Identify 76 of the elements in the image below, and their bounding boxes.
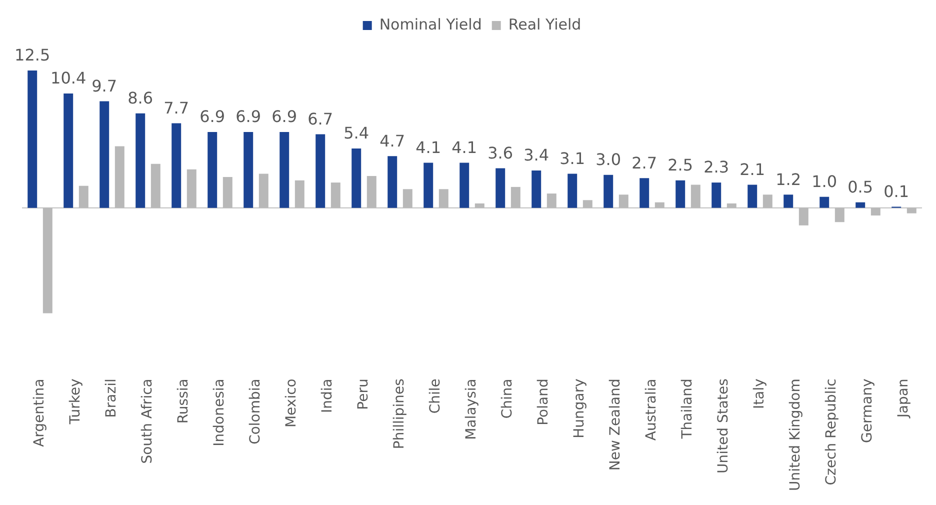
- bar: [352, 148, 362, 208]
- legend-label: Real Yield: [508, 15, 582, 34]
- bar: [532, 170, 542, 208]
- x-tick-label: United Kingdom: [788, 378, 804, 492]
- data-label: 12.5: [14, 46, 50, 65]
- x-tick-label: Turkey: [68, 378, 84, 426]
- bar: [136, 113, 146, 208]
- data-label: 4.1: [452, 138, 478, 157]
- bar: [820, 196, 830, 208]
- bar: [784, 194, 794, 208]
- data-label: 2.5: [668, 156, 694, 174]
- x-tick-label: Australia: [644, 378, 660, 441]
- legend-label: Nominal Yield: [379, 15, 482, 34]
- data-label: 2.3: [704, 158, 730, 177]
- data-label: 5.4: [344, 124, 370, 143]
- x-tick-label: Russia: [176, 378, 192, 424]
- bar: [640, 178, 650, 208]
- bar: [748, 184, 758, 208]
- data-label: 3.6: [488, 143, 514, 162]
- x-tick-label: Colombia: [248, 378, 264, 444]
- x-tick-label: South Africa: [140, 378, 156, 464]
- x-tick-label: Brazil: [104, 378, 120, 418]
- x-tick-label: Indonesia: [212, 378, 228, 446]
- data-label: 1.0: [812, 172, 838, 191]
- x-tick-label: Germany: [860, 378, 876, 443]
- data-label: 8.6: [128, 88, 154, 108]
- data-label: 6.7: [308, 109, 334, 128]
- x-tick-label: Mexico: [284, 378, 300, 428]
- x-tick-label: India: [320, 378, 336, 413]
- x-tick-label: Poland: [536, 378, 552, 426]
- x-tick-label: Japan: [896, 378, 912, 419]
- data-label: 4.7: [380, 131, 406, 150]
- x-tick-label: Italy: [752, 378, 768, 410]
- bar: [856, 202, 866, 208]
- data-label: 3.1: [560, 148, 586, 168]
- x-tick-label: Thailand: [680, 378, 696, 440]
- x-tick-label: Malaysia: [464, 378, 480, 440]
- bar: [208, 132, 218, 208]
- x-tick-label: New Zealand: [608, 378, 624, 471]
- x-tick-label: Argentina: [32, 378, 48, 447]
- bar: [568, 174, 578, 208]
- bar: [28, 70, 38, 208]
- bar: [172, 123, 182, 208]
- bar: [712, 182, 722, 208]
- data-label: 2.1: [740, 160, 766, 179]
- data-label: 6.9: [236, 107, 262, 126]
- bar: [100, 101, 110, 208]
- data-label: 3.0: [596, 150, 622, 170]
- data-label: 6.9: [272, 107, 298, 126]
- bar: [280, 132, 290, 208]
- bar: [460, 162, 470, 208]
- data-label: 6.9: [200, 107, 226, 126]
- data-label: 7.7: [164, 98, 190, 118]
- bar: [676, 180, 686, 208]
- data-label: 10.4: [50, 68, 86, 88]
- bar: [604, 174, 614, 208]
- data-label: 0.1: [884, 182, 910, 201]
- data-label: 9.7: [92, 76, 118, 96]
- data-label: 0.5: [848, 177, 874, 196]
- data-label: 3.4: [524, 146, 550, 165]
- bar: [316, 134, 326, 208]
- x-tick-label: Phillipines: [392, 378, 408, 450]
- x-tick-label: Hungary: [572, 378, 588, 438]
- x-tick-label: Czech Republic: [824, 378, 840, 486]
- bar: [244, 132, 254, 208]
- x-tick-label: United States: [716, 378, 732, 474]
- data-label: 1.2: [776, 170, 802, 189]
- x-tick-label: Chile: [428, 378, 444, 414]
- data-label: 4.1: [416, 138, 442, 157]
- x-tick-label: China: [500, 378, 516, 419]
- bar: [388, 156, 398, 208]
- bar: [64, 94, 74, 208]
- x-tick-label: Peru: [356, 378, 372, 410]
- bar: [496, 168, 506, 208]
- data-label: 2.7: [632, 153, 658, 172]
- bar: [424, 162, 434, 208]
